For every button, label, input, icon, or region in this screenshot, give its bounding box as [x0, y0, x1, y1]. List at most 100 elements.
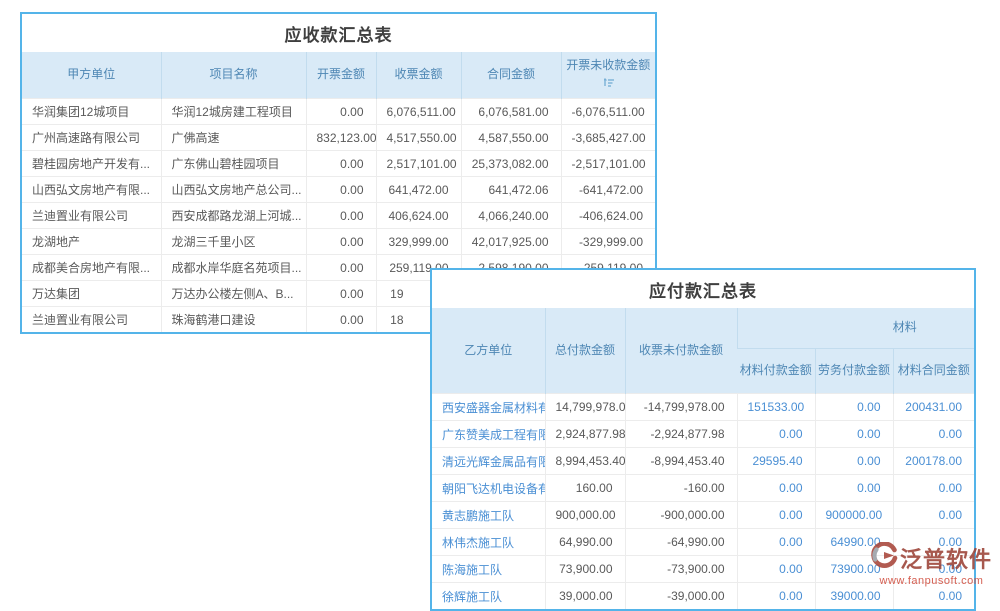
table-cell: 0.00: [892, 501, 974, 529]
table-row[interactable]: 广州高速路有限公司 广佛高速 832,123.00 4,517,550.00 4,587…: [22, 124, 655, 151]
col-header-invoice-unpaid: 收票未付款金额: [624, 308, 737, 394]
table-cell: 8,994,453.40: [544, 447, 625, 475]
table-cell: 2,924,877.98: [544, 420, 625, 448]
table-row[interactable]: 西安盛器金属材料有 14,799,978.00 -14,799,978.00 1515…: [432, 393, 974, 421]
table-cell: 832,123.00: [305, 124, 376, 151]
table-row[interactable]: 陈海施工队 73,900.00 -73,900.00 0.00 73900.00 0.00: [432, 555, 974, 583]
table-cell: 0.00: [814, 420, 893, 448]
table-cell: 龙湖三千里小区: [160, 228, 306, 255]
table-row[interactable]: 徐辉施工队 39,000.00 -39,000.00 0.00 39000.00 0.00: [432, 582, 974, 609]
table-cell: 成都美合房地产有限...: [22, 254, 161, 281]
payable-header-row-sub: 材料付款金额 劳务付款金额 材料合同金额: [432, 348, 974, 394]
table-cell: 0.00: [892, 420, 974, 448]
table-cell: 200431.00: [892, 393, 974, 421]
table-cell: 0.00: [305, 176, 376, 203]
payable-header-row-group: 乙方单位 总付款金额 收票未付款金额 材料: [432, 308, 974, 394]
table-cell: 万达办公楼左侧A、B...: [160, 280, 306, 307]
col-header-receipt-amount: 收票金额: [375, 52, 461, 99]
table-row[interactable]: 朝阳飞达机电设备有 160.00 -160.00 0.00 0.00 0.00: [432, 474, 974, 502]
table-row[interactable]: 龙湖地产 龙湖三千里小区 0.00 329,999.00 42,017,925.00 -3…: [22, 228, 655, 255]
table-cell: 0.00: [892, 582, 974, 609]
table-cell: 160.00: [544, 474, 625, 502]
table-row[interactable]: 清远光辉金属品有限 8,994,453.40 -8,994,453.40 29595.…: [432, 447, 974, 475]
table-cell: -641,472.00: [560, 176, 655, 203]
table-cell: 64,990.00: [544, 528, 625, 556]
table-cell: -73,900.00: [624, 555, 737, 583]
col-header-total-payment: 总付款金额: [544, 308, 625, 394]
table-cell: -64,990.00: [624, 528, 737, 556]
table-cell: -14,799,978.00: [624, 393, 737, 421]
table-cell: 4,517,550.00: [375, 124, 461, 151]
table-cell: -39,000.00: [624, 582, 737, 609]
table-cell: 华润集团12城项目: [22, 98, 161, 125]
col-header-material-payment: 材料付款金额: [737, 348, 815, 394]
table-cell: 0.00: [736, 555, 815, 583]
col-header-labor-payment: 劳务付款金额: [814, 348, 893, 394]
col-header-party-b: 乙方单位: [432, 308, 545, 394]
table-cell: 25,373,082.00: [460, 150, 561, 177]
table-cell: 0.00: [736, 582, 815, 609]
table-cell: 成都水岸华庭名苑项目...: [160, 254, 306, 281]
payable-table: 乙方单位 总付款金额 收票未付款金额 材料 材料付款金额 劳务付款金额 材料合同…: [432, 308, 974, 609]
table-cell: 陈海施工队: [432, 555, 545, 583]
col-header-party-a: 甲方单位: [22, 52, 161, 99]
table-cell: 6,076,581.00: [460, 98, 561, 125]
table-cell: -160.00: [624, 474, 737, 502]
table-cell: 406,624.00: [375, 202, 461, 229]
table-row[interactable]: 华润集团12城项目 华润12城房建工程项目 0.00 6,076,511.00 6,07…: [22, 98, 655, 125]
receivable-table: 甲方单位 项目名称 开票金额 收票金额 合同金额 开票未收款金额 华润集团12城…: [22, 52, 655, 332]
table-cell: 广东佛山碧桂园项目: [160, 150, 306, 177]
table-cell: 0.00: [814, 447, 893, 475]
table-cell: 兰迪置业有限公司: [22, 306, 161, 332]
table-cell: -2,924,877.98: [624, 420, 737, 448]
table-cell: 碧桂园房地产开发有...: [22, 150, 161, 177]
table-cell: 徐辉施工队: [432, 582, 545, 609]
table-cell: 4,587,550.00: [460, 124, 561, 151]
table-cell: 900000.00: [814, 501, 893, 529]
col-header-invoiced-unreceived[interactable]: 开票未收款金额: [560, 52, 655, 99]
table-cell: 0.00: [814, 393, 893, 421]
table-row[interactable]: 碧桂园房地产开发有... 广东佛山碧桂园项目 0.00 2,517,101.00 25,…: [22, 150, 655, 177]
table-row[interactable]: 山西弘文房地产有限... 山西弘文房地产总公司... 0.00 641,472.00 6…: [22, 176, 655, 203]
table-cell: 广州高速路有限公司: [22, 124, 161, 151]
table-cell: 4,066,240.00: [460, 202, 561, 229]
table-cell: 42,017,925.00: [460, 228, 561, 255]
table-cell: 29595.40: [736, 447, 815, 475]
col-header-project-name: 项目名称: [160, 52, 306, 99]
col-header-material-contract: 材料合同金额: [892, 348, 974, 394]
receivable-table-title: 应收款汇总表: [284, 26, 393, 45]
table-cell: 山西弘文房地产总公司...: [160, 176, 306, 203]
table-cell: 0.00: [305, 98, 376, 125]
receivable-header-row: 甲方单位 项目名称 开票金额 收票金额 合同金额 开票未收款金额: [22, 52, 655, 99]
table-cell: 0.00: [892, 474, 974, 502]
payable-summary-panel: 应付款汇总表 乙方单位 总付款金额 收票未付款金额 材料 材料付款金额 劳务付款…: [430, 268, 976, 611]
table-cell: 39,000.00: [544, 582, 625, 609]
table-row[interactable]: 林伟杰施工队 64,990.00 -64,990.00 0.00 64990.00 0.0…: [432, 528, 974, 556]
table-cell: -8,994,453.40: [624, 447, 737, 475]
table-cell: 0.00: [305, 280, 376, 307]
table-cell: 清远光辉金属品有限: [432, 447, 545, 475]
table-cell: 0.00: [305, 228, 376, 255]
table-cell: 641,472.06: [460, 176, 561, 203]
table-cell: 黄志鹏施工队: [432, 501, 545, 529]
table-row[interactable]: 兰迪置业有限公司 西安成都路龙湖上河城... 0.00 406,624.00 4,066…: [22, 202, 655, 229]
table-cell: 0.00: [736, 501, 815, 529]
table-cell: 39000.00: [814, 582, 893, 609]
table-cell: -900,000.00: [624, 501, 737, 529]
table-cell: 山西弘文房地产有限...: [22, 176, 161, 203]
table-cell: 广佛高速: [160, 124, 306, 151]
table-cell: 朝阳飞达机电设备有: [432, 474, 545, 502]
table-row[interactable]: 黄志鹏施工队 900,000.00 -900,000.00 0.00 900000.00…: [432, 501, 974, 529]
table-cell: 2,517,101.00: [375, 150, 461, 177]
table-row[interactable]: 广东赞美成工程有限 2,924,877.98 -2,924,877.98 0.00 0.…: [432, 420, 974, 448]
table-cell: 14,799,978.00: [544, 393, 625, 421]
table-cell: 西安盛器金属材料有: [432, 393, 545, 421]
table-cell: 0.00: [305, 306, 376, 332]
sort-amount-icon[interactable]: [603, 76, 615, 93]
table-cell: 73,900.00: [544, 555, 625, 583]
table-cell: 900,000.00: [544, 501, 625, 529]
table-cell: 0.00: [736, 474, 815, 502]
table-cell: 64990.00: [814, 528, 893, 556]
table-cell: 73900.00: [814, 555, 893, 583]
table-cell: -329,999.00: [560, 228, 655, 255]
